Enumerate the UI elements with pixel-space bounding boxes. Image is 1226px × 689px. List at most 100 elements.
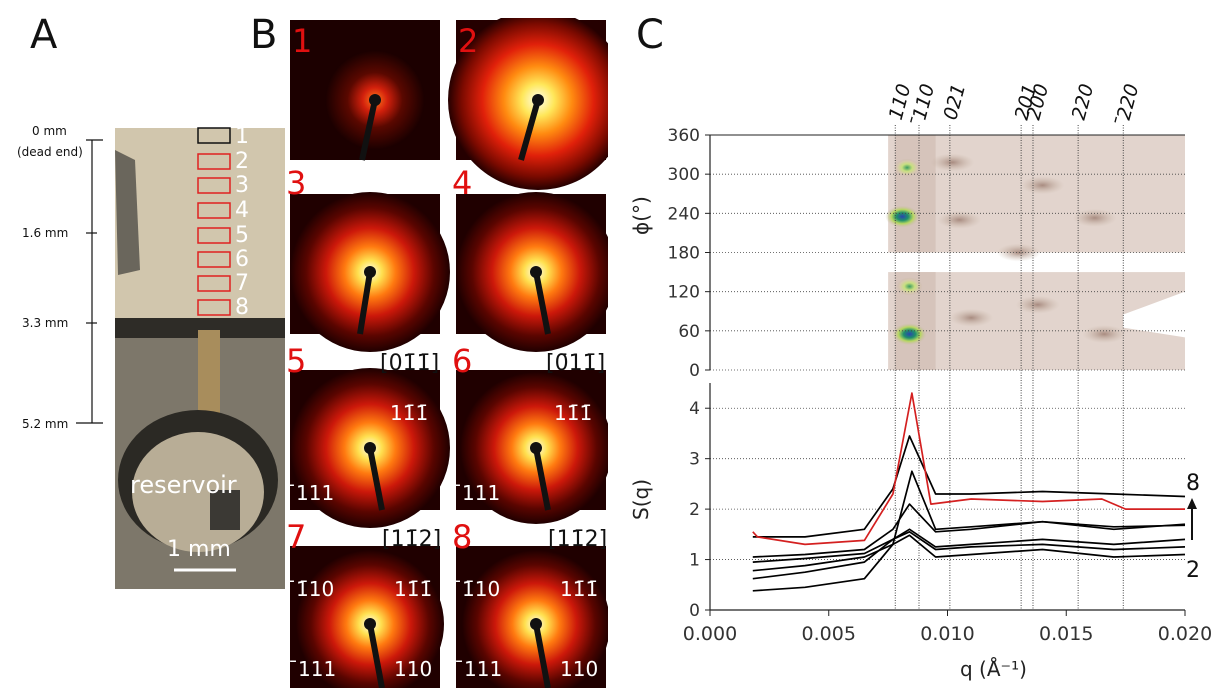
heatmap-y-tick-label: 240 <box>668 204 700 224</box>
series-arrow-head <box>1187 498 1197 509</box>
scalebar-label: 1 mm <box>167 537 231 562</box>
sq-series-line <box>752 534 1186 572</box>
sq-series-line <box>752 435 1186 538</box>
reflection-label: 110 <box>560 657 598 681</box>
heatmap-y-tick-label: 300 <box>668 165 700 185</box>
scale-label: 1.6 mm <box>22 226 68 240</box>
reflection-label: 11̄1̄ <box>394 577 432 601</box>
reflection-label: ̄111 <box>456 657 502 681</box>
box-label: 3 <box>235 173 249 198</box>
sq-x-tick-label: 0.005 <box>802 623 856 645</box>
heatmap-faint-spot <box>996 243 1041 262</box>
sq-series-line <box>752 470 1186 592</box>
reflection-label: 11̄1̄ <box>560 577 598 601</box>
scale-label: (dead end) <box>17 145 83 159</box>
pattern-number: 5 <box>288 342 306 380</box>
pattern-5: 5 [01̄1̄] 11̄1̄ ̄111 <box>288 342 450 528</box>
box-label: 7 <box>235 271 249 296</box>
sq-series-line <box>752 528 1186 563</box>
phi-q-heatmap <box>885 135 1185 370</box>
pattern-number: 8 <box>452 518 472 556</box>
heatmap-y-tick-label: 120 <box>668 283 700 303</box>
heatmap-y-tick-label: 60 <box>678 322 700 342</box>
reflection-label: 11̄1̄ <box>390 401 428 425</box>
box-label: 4 <box>235 198 249 223</box>
heatmap-spot <box>894 158 921 177</box>
reflection-label: ̄1̄10 <box>288 577 334 601</box>
heatmap-faint-spot <box>937 210 982 229</box>
heatmap-faint-spot <box>1020 176 1065 195</box>
pattern-number: 4 <box>452 164 472 202</box>
panel-c-letter: C <box>636 12 664 58</box>
sq-y-tick-label: 1 <box>689 551 700 571</box>
sq-series-line <box>752 392 1185 546</box>
pattern-4: 4 <box>452 164 608 352</box>
heatmap-faint-spot <box>949 308 994 327</box>
reflection-label: ̄111 <box>454 481 500 505</box>
pattern-number: 6 <box>452 342 472 380</box>
pattern-8: 8 [11̄2] ̄1̄10 11̄1̄ ̄111 110 <box>452 518 608 688</box>
sq-curves <box>752 392 1186 592</box>
box-label: 6 <box>235 247 249 272</box>
heatmap-spot <box>885 205 920 228</box>
sq-x-tick-label: 0.015 <box>1039 623 1093 645</box>
pattern-number: 3 <box>288 164 306 202</box>
box-label: 1 <box>235 124 249 149</box>
peak-label: 220 <box>1068 82 1099 123</box>
sq-x-tick-label: 0.010 <box>920 623 974 645</box>
zone-axis: [01̄1̄] <box>380 351 439 376</box>
heatmap-notch <box>1123 291 1185 338</box>
sq-y-tick-label: 0 <box>689 601 700 621</box>
box-label: 5 <box>235 223 249 248</box>
box-label: 2 <box>235 149 249 174</box>
heatmap-ridge <box>895 135 936 253</box>
heatmap-spot <box>896 277 923 296</box>
pattern-6: 6 [0̄11̄] 11̄1̄ ̄111 <box>452 342 608 524</box>
sq-x-tick-label: 0.000 <box>683 623 737 645</box>
y-axis-label-sq: S(q) <box>629 479 653 520</box>
heatmap-faint-spot <box>1072 208 1117 227</box>
pattern-7: 7 [11̄2] ̄1̄10 11̄1̄ ̄111 110 <box>288 518 444 688</box>
reflection-label: 11̄1̄ <box>554 401 592 425</box>
scale-label: 3.3 mm <box>22 316 68 330</box>
heatmap-y-tick-label: 180 <box>668 244 700 264</box>
sq-y-tick-label: 2 <box>689 500 700 520</box>
y-axis-label-phi: ϕ(°) <box>629 196 653 235</box>
heatmap-y-tick-label: 0 <box>689 361 700 381</box>
reflection-label: ̄1̄10 <box>454 577 500 601</box>
reservoir-label: reservoir <box>130 471 237 499</box>
scale-label: 5.2 mm <box>22 417 68 431</box>
sq-series-line <box>752 503 1186 558</box>
sq-y-tick-label: 3 <box>689 450 700 470</box>
sq-series-line <box>752 530 1186 580</box>
scale-label: 0 mm <box>32 124 67 138</box>
pattern-number: 7 <box>288 518 306 556</box>
sq-y-tick-label: 4 <box>689 399 700 419</box>
series-annotation-bottom: 2 <box>1186 558 1200 583</box>
x-axis-label: q (Å⁻¹) <box>960 657 1027 681</box>
heatmap-faint-spot <box>1015 295 1060 314</box>
region-box-1 <box>197 127 231 144</box>
zone-axis: [11̄2] <box>382 527 441 552</box>
zone-axis: [0̄11̄] <box>546 351 605 376</box>
pattern-3: 3 <box>288 164 450 352</box>
pattern-number: 2 <box>458 22 478 60</box>
panel-a-letter: A <box>30 12 58 58</box>
heatmap-faint-spot <box>930 153 975 172</box>
region-boxes-red <box>197 153 231 316</box>
panel-b: 1 2 3 4 5 [01̄1̄] 11̄1̄ ̄111 6 <box>288 18 608 688</box>
heatmap-y-tick-label: 360 <box>668 126 700 146</box>
zone-axis: [11̄2] <box>548 527 607 552</box>
reflection-label: ̄111 <box>290 657 336 681</box>
sq-x-tick-label: 0.020 <box>1158 623 1212 645</box>
panel-a: 1 2 3 4 5 6 7 8 reservoir 1 mm 0 mm (dea… <box>17 124 285 589</box>
peak-label: ̄220 <box>1111 82 1143 129</box>
pattern-1: 1 <box>290 20 440 161</box>
box-label: 8 <box>235 295 249 320</box>
reflection-label: ̄111 <box>288 481 334 505</box>
peak-label: 021 <box>939 82 970 123</box>
heatmap-faint-spot <box>1082 325 1127 344</box>
series-annotation-top: 8 <box>1186 471 1200 496</box>
